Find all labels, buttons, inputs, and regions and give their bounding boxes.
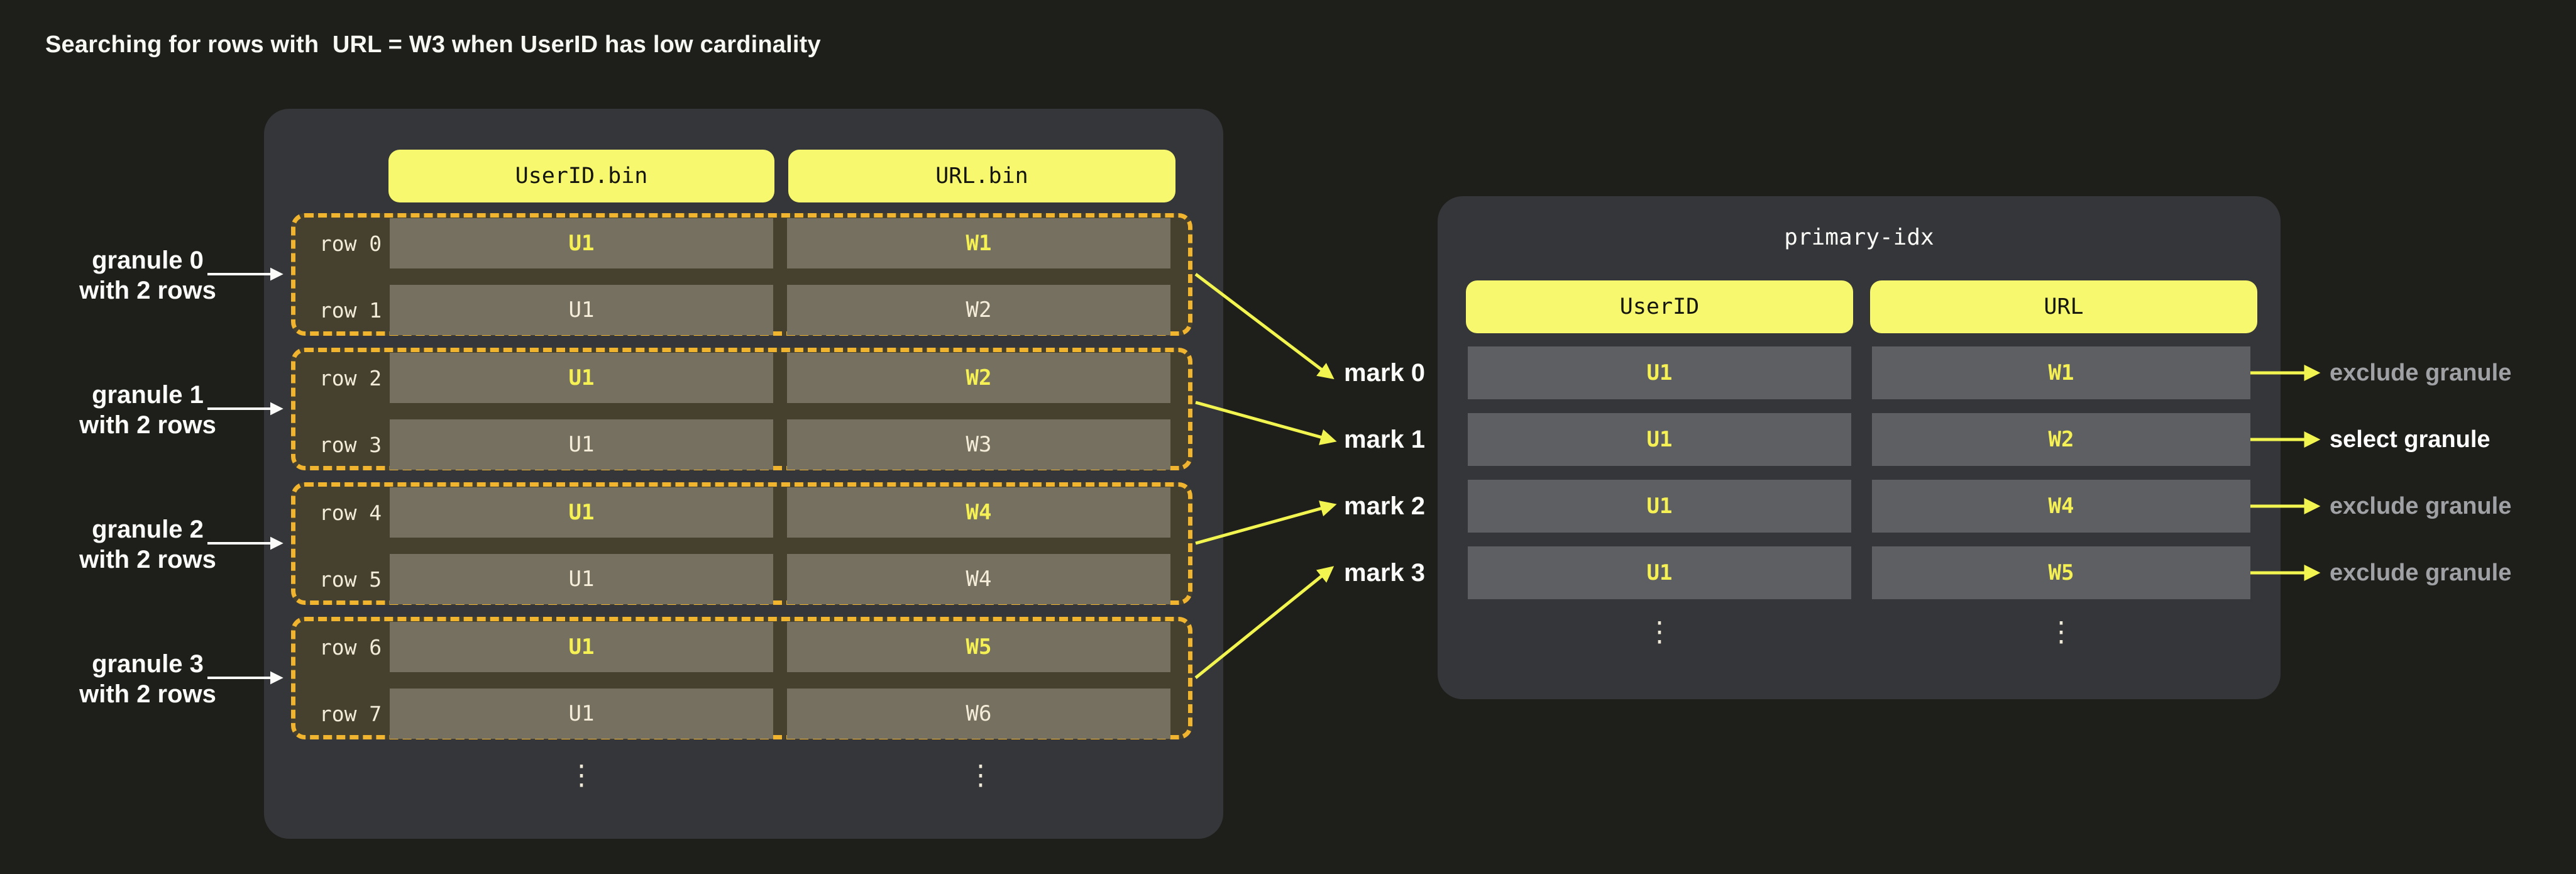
mark-3-label: mark 3: [1344, 559, 1425, 587]
cell-url: W5: [787, 622, 1170, 672]
cell-url: W4: [787, 554, 1170, 604]
granule-caption-line1: granule 1: [92, 381, 204, 409]
idx-cell-url: W5: [1872, 546, 2250, 599]
primary-index-title: primary-idx: [1784, 224, 1934, 250]
userid-column-ellipsis: ⋮: [568, 759, 595, 792]
granule-caption-line2: with 2 rows: [79, 411, 216, 439]
row-label: row 2: [319, 365, 382, 390]
cell-userid: U1: [390, 419, 773, 470]
granule-0-caption: granule 0 with 2 rows: [25, 245, 270, 306]
cell-userid: U1: [390, 487, 773, 538]
row-label: row 0: [319, 231, 382, 256]
column-header-url: URL: [1870, 280, 2257, 333]
idx-cell-userid: U1: [1468, 480, 1851, 533]
granule-caption-line1: granule 3: [92, 650, 204, 678]
idx-cell-userid: U1: [1468, 546, 1851, 599]
granule-box-2: row 4 U1 W4 row 5 U1 W4: [291, 482, 1192, 605]
idx-url-ellipsis: ⋮: [2047, 616, 2075, 648]
action-label-exclude-0: exclude granule: [2330, 360, 2512, 386]
cell-url: W2: [787, 353, 1170, 403]
granule-1-caption: granule 1 with 2 rows: [25, 380, 270, 440]
mark-2-label: mark 2: [1344, 492, 1425, 520]
cell-userid: U1: [390, 353, 773, 403]
row-label: row 7: [319, 701, 382, 726]
cell-url: W4: [787, 487, 1170, 538]
granule-caption-line2: with 2 rows: [79, 546, 216, 573]
granule-3-caption: granule 3 with 2 rows: [25, 649, 270, 709]
action-label-exclude-3: exclude granule: [2330, 560, 2512, 586]
granule-caption-line2: with 2 rows: [79, 680, 216, 708]
granule-caption-line1: granule 2: [92, 516, 204, 543]
mark-0-label: mark 0: [1344, 359, 1425, 387]
page-title: Searching for rows with URL = W3 when Us…: [45, 31, 821, 58]
granule-box-1: row 2 U1 W2 row 3 U1 W3: [291, 348, 1192, 470]
cell-userid: U1: [390, 554, 773, 604]
granule-caption-line2: with 2 rows: [79, 277, 216, 304]
bin-files-panel: UserID.bin URL.bin row 0 U1 W1 row 1 U1 …: [264, 109, 1223, 839]
granule-box-3: row 6 U1 W5 row 7 U1 W6: [291, 617, 1192, 739]
row-label: row 1: [319, 297, 382, 323]
row-label: row 4: [319, 500, 382, 525]
cell-url: W3: [787, 419, 1170, 470]
idx-cell-userid: U1: [1468, 413, 1851, 466]
cell-userid: U1: [390, 218, 773, 268]
mark-1-label: mark 1: [1344, 426, 1425, 453]
granule-box-0: row 0 U1 W1 row 1 U1 W2: [291, 213, 1192, 336]
row-label: row 6: [319, 634, 382, 660]
action-label-select: select granule: [2330, 426, 2491, 453]
granule-caption-line1: granule 0: [92, 246, 204, 274]
idx-cell-userid: U1: [1468, 346, 1851, 399]
column-header-userid: UserID: [1466, 280, 1853, 333]
row-label: row 3: [319, 432, 382, 457]
cell-userid: U1: [390, 622, 773, 672]
cell-url: W6: [787, 689, 1170, 739]
idx-userid-ellipsis: ⋮: [1646, 616, 1673, 648]
action-label-exclude-2: exclude granule: [2330, 493, 2512, 519]
row-label: row 5: [319, 567, 382, 592]
cell-url: W1: [787, 218, 1170, 268]
url-column-ellipsis: ⋮: [967, 759, 994, 792]
idx-cell-url: W4: [1872, 480, 2250, 533]
idx-cell-url: W2: [1872, 413, 2250, 466]
cell-url: W2: [787, 285, 1170, 335]
column-header-userid-bin: UserID.bin: [388, 150, 774, 202]
cell-userid: U1: [390, 285, 773, 335]
primary-index-panel: primary-idx UserID URL U1 W1 U1 W2 U1 W4…: [1438, 196, 2281, 699]
column-header-url-bin: URL.bin: [788, 150, 1175, 202]
cell-userid: U1: [390, 689, 773, 739]
granule-2-caption: granule 2 with 2 rows: [25, 514, 270, 575]
idx-cell-url: W1: [1872, 346, 2250, 399]
